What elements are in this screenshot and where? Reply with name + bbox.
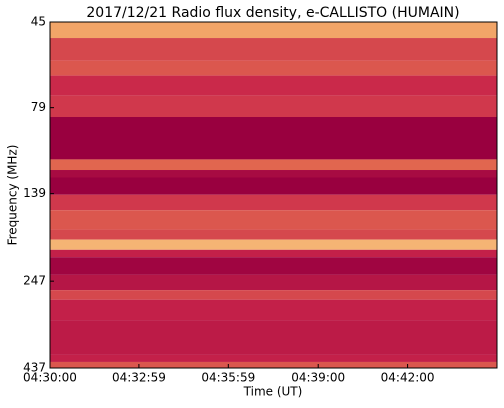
heatmap-band bbox=[50, 170, 497, 178]
heatmap-band bbox=[50, 239, 497, 250]
heatmap-band bbox=[50, 320, 497, 355]
y-tick-label: 79 bbox=[31, 100, 46, 114]
heatmap-band bbox=[50, 38, 497, 61]
heatmap-band bbox=[50, 257, 497, 275]
y-tick-label: 437 bbox=[23, 361, 46, 375]
plot-frame bbox=[49, 21, 498, 369]
x-tick-label: 04:42:00 bbox=[381, 371, 435, 385]
y-tick-label: 45 bbox=[31, 15, 46, 29]
x-tick-label: 04:30:00 bbox=[23, 371, 77, 385]
heatmap-band bbox=[50, 177, 497, 195]
heatmap-band bbox=[50, 95, 497, 117]
heatmap-band bbox=[50, 229, 497, 240]
heatmap-band bbox=[50, 290, 497, 300]
x-tick-label: 04:32:59 bbox=[112, 371, 166, 385]
x-tick-label: 04:39:00 bbox=[291, 371, 345, 385]
heatmap-band bbox=[50, 299, 497, 321]
y-tick-label: 247 bbox=[23, 274, 46, 288]
y-axis-label: Frequency (MHz) bbox=[6, 145, 20, 246]
heatmap-band bbox=[50, 361, 497, 368]
x-axis-label: Time (UT) bbox=[243, 385, 303, 399]
heatmap-band bbox=[50, 75, 497, 96]
x-tick-label: 04:35:59 bbox=[201, 371, 255, 385]
heatmap-band bbox=[50, 249, 497, 258]
heatmap-band bbox=[50, 210, 497, 230]
heatmap-band bbox=[50, 274, 497, 291]
heatmap-band bbox=[50, 194, 497, 211]
heatmap-band bbox=[50, 354, 497, 362]
chart-title: 2017/12/21 Radio flux density, e-CALLIST… bbox=[86, 5, 459, 21]
heatmap-band bbox=[50, 159, 497, 171]
heatmap-band bbox=[50, 116, 497, 160]
heatmap-band bbox=[50, 22, 497, 39]
heatmap-band bbox=[50, 60, 497, 76]
y-tick-label: 139 bbox=[23, 186, 46, 200]
